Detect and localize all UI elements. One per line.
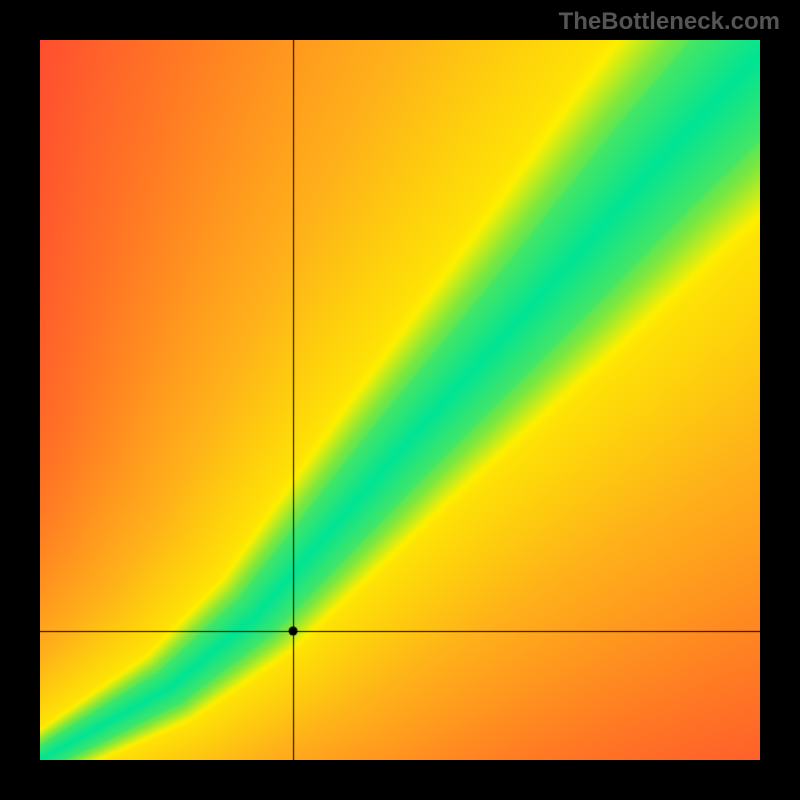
plot-area [40,40,760,760]
watermark-text: TheBottleneck.com [559,8,780,36]
heatmap-canvas [40,40,760,760]
chart-container: TheBottleneck.com [0,0,800,800]
